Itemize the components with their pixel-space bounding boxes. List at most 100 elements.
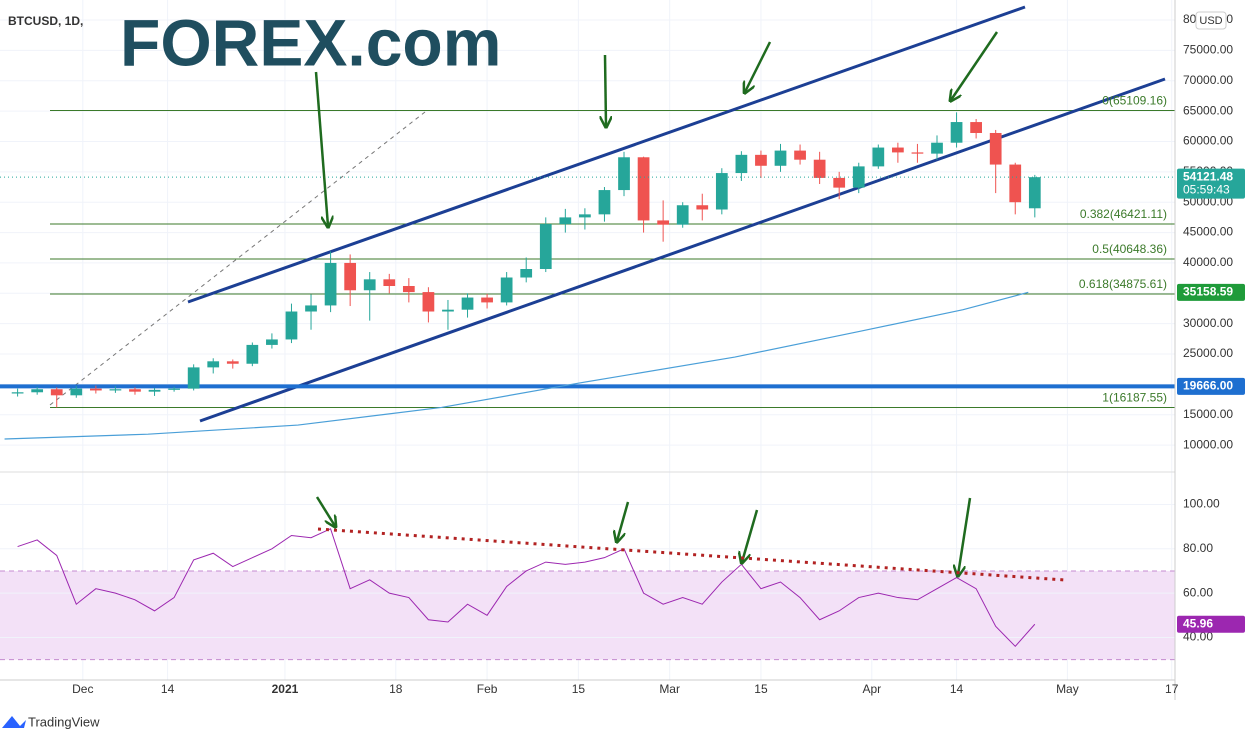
y-tick-label: 40000.00: [1183, 255, 1233, 269]
candle-body: [735, 154, 748, 174]
candle-body: [657, 220, 670, 225]
y-tick-label: 70000.00: [1183, 73, 1233, 87]
candle-body: [442, 309, 454, 312]
y-tick-label: 80.00: [1183, 541, 1213, 555]
y-tick-label: 100.00: [1183, 497, 1220, 511]
candle-body: [402, 286, 415, 293]
y-tick-label: 65000.00: [1183, 103, 1233, 117]
candle-body: [207, 361, 220, 368]
candle-body: [481, 297, 493, 303]
fib-level-label: 0.5(40648.36): [1092, 242, 1167, 256]
x-tick-label: 15: [754, 682, 768, 696]
candle-body: [950, 122, 963, 143]
candle-body: [148, 389, 161, 392]
footer: TradingView: [2, 714, 100, 729]
x-tick-label: 17: [1165, 682, 1179, 696]
candle-body: [50, 389, 63, 396]
x-tick-label: Mar: [659, 682, 680, 696]
price-badge-label: 54121.48: [1183, 169, 1233, 183]
candle-body: [618, 157, 630, 191]
candle-body: [500, 277, 513, 303]
currency-badge[interactable]: [1195, 11, 1227, 30]
footer-icon: [2, 716, 26, 728]
candle-body: [637, 157, 650, 221]
annotations: [314, 31, 999, 575]
candle-body: [931, 142, 943, 154]
arrow: [745, 41, 772, 92]
candle-body: [872, 147, 885, 167]
y-tick-label: 60000.00: [1183, 134, 1233, 148]
brand-logo: FOREX.com: [120, 5, 501, 79]
y-tick-label: 30000.00: [1183, 316, 1233, 330]
candle-body: [892, 147, 904, 153]
candle-body: [598, 190, 611, 215]
price-badge: [1177, 377, 1245, 395]
x-tick-label: Feb: [477, 682, 498, 696]
arrow: [617, 501, 630, 541]
candle-body: [813, 159, 826, 178]
symbol: BTCUSD, 1D,: [8, 14, 83, 28]
candle-body: [911, 152, 924, 154]
candle-body: [559, 217, 572, 225]
arrow: [314, 71, 328, 226]
price-badge-label: 35158.59: [1183, 285, 1233, 299]
candle-body: [129, 389, 141, 392]
candle-body: [168, 388, 180, 390]
candle-body: [109, 389, 122, 391]
y-tick-label: 40.00: [1183, 630, 1213, 644]
x-tick-label: 14: [161, 682, 175, 696]
candle-body: [363, 279, 376, 291]
x-tick-label: 18: [389, 682, 403, 696]
candle-body: [324, 262, 337, 306]
x-tick-label: 2021: [272, 682, 299, 696]
drawings: [49, 5, 1166, 423]
candle-body: [285, 311, 298, 340]
candle-body: [715, 173, 728, 210]
channel-upper: [187, 5, 1026, 304]
candle-body: [579, 214, 591, 218]
candle-body: [70, 388, 83, 396]
candle-body: [422, 292, 435, 312]
currency[interactable]: USD: [1199, 15, 1222, 27]
y-tick-label: 25000.00: [1183, 346, 1233, 360]
candle-body: [89, 388, 102, 391]
moving-average: [4, 291, 1029, 440]
candle-body: [461, 297, 474, 310]
candle-body: [794, 150, 806, 160]
x-tick-label: Dec: [72, 682, 93, 696]
candle-body: [305, 305, 317, 312]
y-tick-label: 10000.00: [1183, 437, 1233, 451]
fib-level-label: 0.618(34875.61): [1079, 277, 1167, 291]
fib-level-label: 0(65109.16): [1102, 94, 1167, 108]
y-tick-label: 45000.00: [1183, 225, 1233, 239]
fib-level-label: 0.382(46421.11): [1080, 207, 1167, 221]
arrow: [958, 497, 972, 575]
candle-body: [696, 205, 709, 210]
candle-body: [774, 150, 787, 166]
candle-body: [539, 224, 552, 270]
x-tick-label: 15: [572, 682, 586, 696]
candle-body: [989, 132, 1002, 165]
x-tick-label: Apr: [862, 682, 881, 696]
arrow: [315, 496, 335, 526]
x-tick-label: 14: [950, 682, 964, 696]
countdown: 05:59:43: [1183, 182, 1230, 196]
candle-body: [520, 269, 533, 278]
price-badge-label: 19666.00: [1183, 379, 1233, 393]
rsi-line: [17, 528, 1036, 648]
arrow: [605, 54, 606, 126]
candle-body: [383, 279, 396, 287]
plot-layer: [0, 112, 1175, 648]
candle-body: [676, 205, 689, 225]
price-badge-label: 45.96: [1183, 616, 1213, 630]
candle-body: [226, 361, 239, 364]
rsi-band: [0, 570, 1175, 660]
candle-body: [266, 339, 278, 345]
price-badge: [1177, 283, 1245, 301]
candle-body: [970, 122, 982, 133]
candle-body: [11, 392, 24, 394]
candle-body: [1009, 164, 1022, 203]
candle-body: [852, 166, 865, 188]
candle-body: [344, 262, 357, 291]
